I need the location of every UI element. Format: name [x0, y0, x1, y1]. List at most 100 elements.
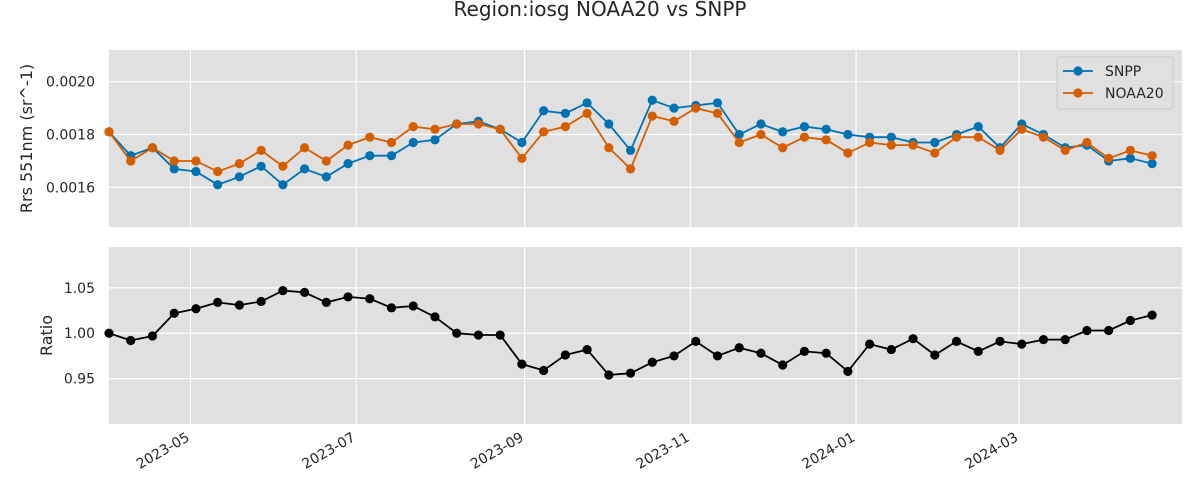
data-point-snpp: [517, 137, 527, 148]
data-point-ratio: [908, 334, 918, 344]
data-point-noaa20: [126, 156, 136, 166]
data-point-ratio: [495, 330, 505, 340]
data-point-noaa20: [625, 164, 636, 174]
data-point-noaa20: [495, 124, 505, 134]
data-point-ratio: [213, 297, 223, 307]
legend-marker-snpp: [1073, 66, 1083, 76]
data-point-snpp: [712, 98, 723, 108]
data-point-noaa20: [582, 108, 592, 119]
data-point-snpp: [930, 137, 940, 148]
data-point-noaa20: [147, 143, 158, 153]
data-point-noaa20: [1082, 137, 1092, 148]
data-point-ratio: [995, 336, 1005, 346]
data-point-ratio: [452, 328, 462, 338]
data-point-ratio: [1147, 310, 1157, 320]
data-point-noaa20: [234, 158, 244, 169]
data-point-noaa20: [1017, 124, 1027, 134]
data-point-noaa20: [647, 111, 657, 121]
data-point-noaa20: [799, 132, 810, 142]
data-point-noaa20: [517, 153, 527, 163]
data-point-ratio: [865, 339, 875, 349]
data-point-noaa20: [669, 116, 679, 126]
data-point-snpp: [843, 129, 853, 140]
data-point-snpp: [539, 106, 549, 116]
data-point-ratio: [712, 351, 723, 361]
data-point-noaa20: [256, 145, 266, 155]
data-point-snpp: [886, 132, 896, 142]
data-point-noaa20: [104, 127, 114, 137]
data-point-ratio: [104, 328, 114, 338]
y-tick-label: 0.0020: [46, 75, 95, 91]
data-point-ratio: [1017, 339, 1027, 349]
x-tick-label: 2023-11: [634, 430, 693, 473]
data-point-noaa20: [365, 132, 375, 142]
legend-label-noaa20: NOAA20: [1105, 86, 1164, 102]
data-point-snpp: [386, 151, 397, 161]
data-point-noaa20: [408, 122, 418, 132]
data-point-snpp: [560, 108, 570, 119]
x-tick-label: 2024-03: [962, 430, 1021, 473]
plot-area: [109, 247, 1182, 424]
data-point-ratio: [582, 344, 592, 355]
data-point-noaa20: [734, 137, 744, 148]
y-axis-label: Rrs 551nm (sr^-1): [17, 64, 36, 213]
data-point-noaa20: [951, 132, 962, 142]
data-point-snpp: [213, 180, 223, 190]
data-point-noaa20: [973, 132, 983, 142]
data-point-ratio: [799, 346, 810, 356]
y-tick-label: 0.95: [64, 372, 95, 388]
data-point-noaa20: [386, 137, 397, 148]
data-point-ratio: [191, 304, 201, 314]
panel-ratio: 0.95 1.00 1.05 Ratio 2023-05 2023-07 2023-09 20…: [37, 247, 1182, 473]
y-tick-label: 1.00: [64, 326, 95, 342]
data-point-ratio: [821, 348, 831, 358]
data-point-noaa20: [604, 143, 614, 153]
data-point-ratio: [517, 359, 527, 369]
panel-rrs: 0.0016 0.0018 0.0020 Rrs 551nm (sr^-1) SNPP N…: [17, 50, 1182, 227]
data-point-noaa20: [278, 161, 288, 171]
data-point-ratio: [669, 351, 679, 361]
legend-label-snpp: SNPP: [1105, 64, 1141, 80]
data-point-noaa20: [539, 127, 549, 137]
data-point-snpp: [299, 164, 310, 174]
data-point-noaa20: [299, 143, 310, 153]
legend-marker-noaa20: [1073, 88, 1083, 98]
data-point-snpp: [756, 119, 766, 129]
data-point-snpp: [973, 122, 983, 132]
data-point-ratio: [539, 365, 549, 376]
data-point-noaa20: [1104, 153, 1114, 163]
data-point-ratio: [321, 297, 331, 307]
data-point-snpp: [647, 95, 657, 105]
data-point-noaa20: [1147, 151, 1157, 161]
data-point-noaa20: [191, 156, 201, 166]
data-point-snpp: [256, 161, 266, 171]
data-point-snpp: [1147, 158, 1157, 169]
data-point-noaa20: [930, 148, 940, 158]
data-point-ratio: [1060, 334, 1070, 345]
plot-area: [109, 50, 1182, 227]
data-point-noaa20: [343, 140, 353, 150]
data-point-snpp: [321, 172, 331, 182]
data-point-ratio: [299, 287, 310, 297]
data-point-noaa20: [865, 137, 875, 148]
data-point-noaa20: [473, 119, 484, 129]
data-point-noaa20: [430, 124, 440, 134]
figure-title: Region:iosg NOAA20 vs SNPP: [454, 0, 747, 21]
x-tick-label: 2024-01: [799, 430, 858, 473]
data-point-ratio: [473, 330, 484, 340]
data-point-ratio: [843, 366, 853, 376]
data-point-snpp: [365, 151, 375, 161]
data-point-noaa20: [821, 135, 831, 145]
data-point-ratio: [691, 336, 701, 346]
x-tick-label: 2023-07: [300, 430, 359, 473]
data-point-ratio: [408, 301, 418, 311]
data-point-noaa20: [908, 140, 918, 150]
data-point-noaa20: [1060, 145, 1070, 155]
data-point-ratio: [560, 350, 570, 360]
data-point-noaa20: [560, 122, 570, 132]
data-point-ratio: [1082, 325, 1092, 336]
data-point-noaa20: [691, 103, 701, 113]
data-point-snpp: [604, 119, 614, 129]
data-point-ratio: [234, 300, 244, 310]
